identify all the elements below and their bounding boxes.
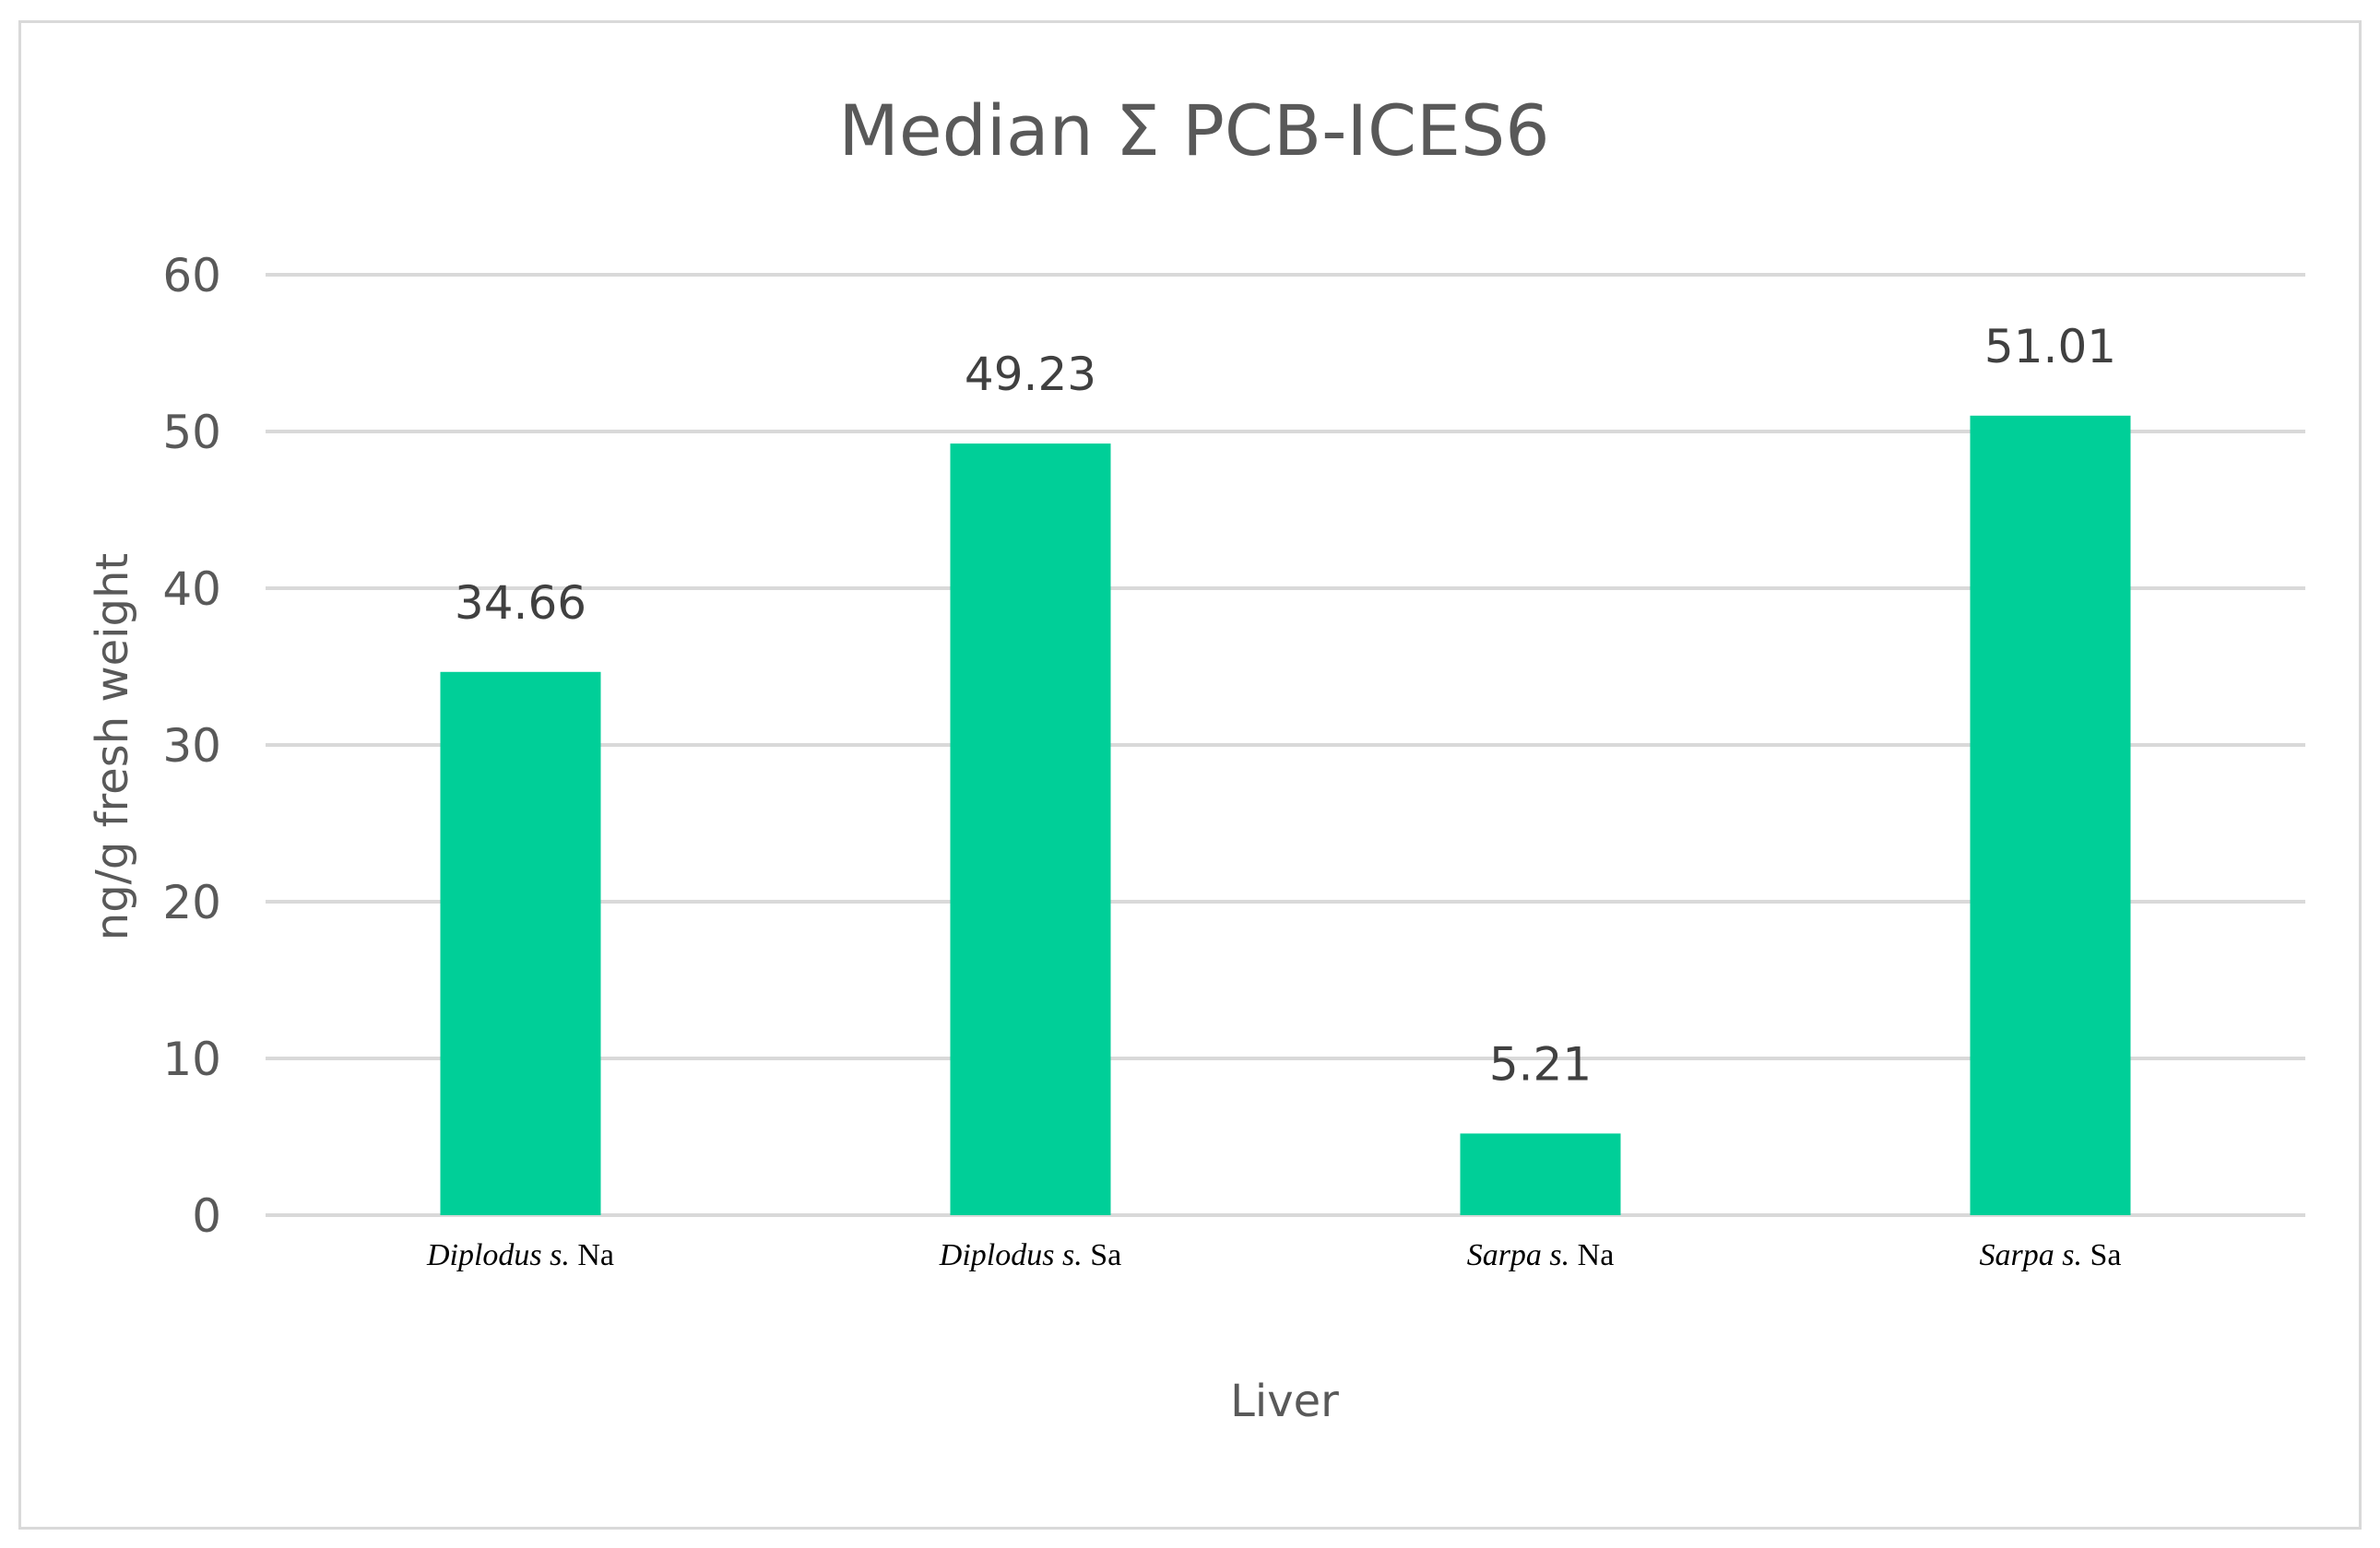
x-category-label: Diplodus s. Sa (939, 1238, 1121, 1272)
bar (1460, 1133, 1621, 1215)
y-tick-label: 60 (162, 249, 221, 302)
data-label: 51.01 (1984, 320, 2116, 373)
y-axis-title: ng/g fresh weight (87, 553, 138, 940)
gridlines (266, 273, 2305, 1217)
category-site: Sa (2082, 1238, 2122, 1272)
chart-title: Median Σ PCB-ICES6 (838, 89, 1549, 171)
data-label: 34.66 (455, 576, 586, 630)
category-species: Diplodus s. (426, 1238, 570, 1272)
y-tick-label: 50 (162, 406, 221, 459)
x-category-label: Sarpa s. Na (1467, 1238, 1615, 1272)
data-labels: 34.66 49.23 5.21 51.01 (455, 320, 2116, 1092)
y-tick-label: 0 (192, 1189, 221, 1243)
y-tick-label: 20 (162, 876, 221, 929)
category-species: Sarpa s. (1980, 1238, 2082, 1272)
x-axis-title: Liver (1230, 1376, 1339, 1427)
category-site: Sa (1083, 1238, 1122, 1272)
category-site: Na (1569, 1238, 1614, 1272)
category-species: Diplodus s. (939, 1238, 1083, 1272)
bar (950, 443, 1111, 1216)
category-species: Sarpa s. (1467, 1238, 1569, 1272)
y-axis-ticks: 0 10 20 30 40 50 60 (162, 249, 221, 1243)
y-tick-label: 30 (162, 719, 221, 773)
x-axis-categories: Diplodus s. Na Diplodus s. Sa Sarpa s. Na S… (426, 1238, 2122, 1272)
data-label: 49.23 (965, 348, 1096, 401)
category-site: Na (570, 1238, 614, 1272)
bar (1970, 415, 2131, 1216)
y-tick-label: 40 (162, 562, 221, 616)
x-category-label: Sarpa s. Sa (1980, 1238, 2122, 1272)
bars (440, 415, 2131, 1216)
data-label: 5.21 (1489, 1037, 1592, 1091)
x-category-label: Diplodus s. Na (426, 1238, 614, 1272)
y-tick-label: 10 (162, 1033, 221, 1086)
bar (440, 671, 601, 1215)
